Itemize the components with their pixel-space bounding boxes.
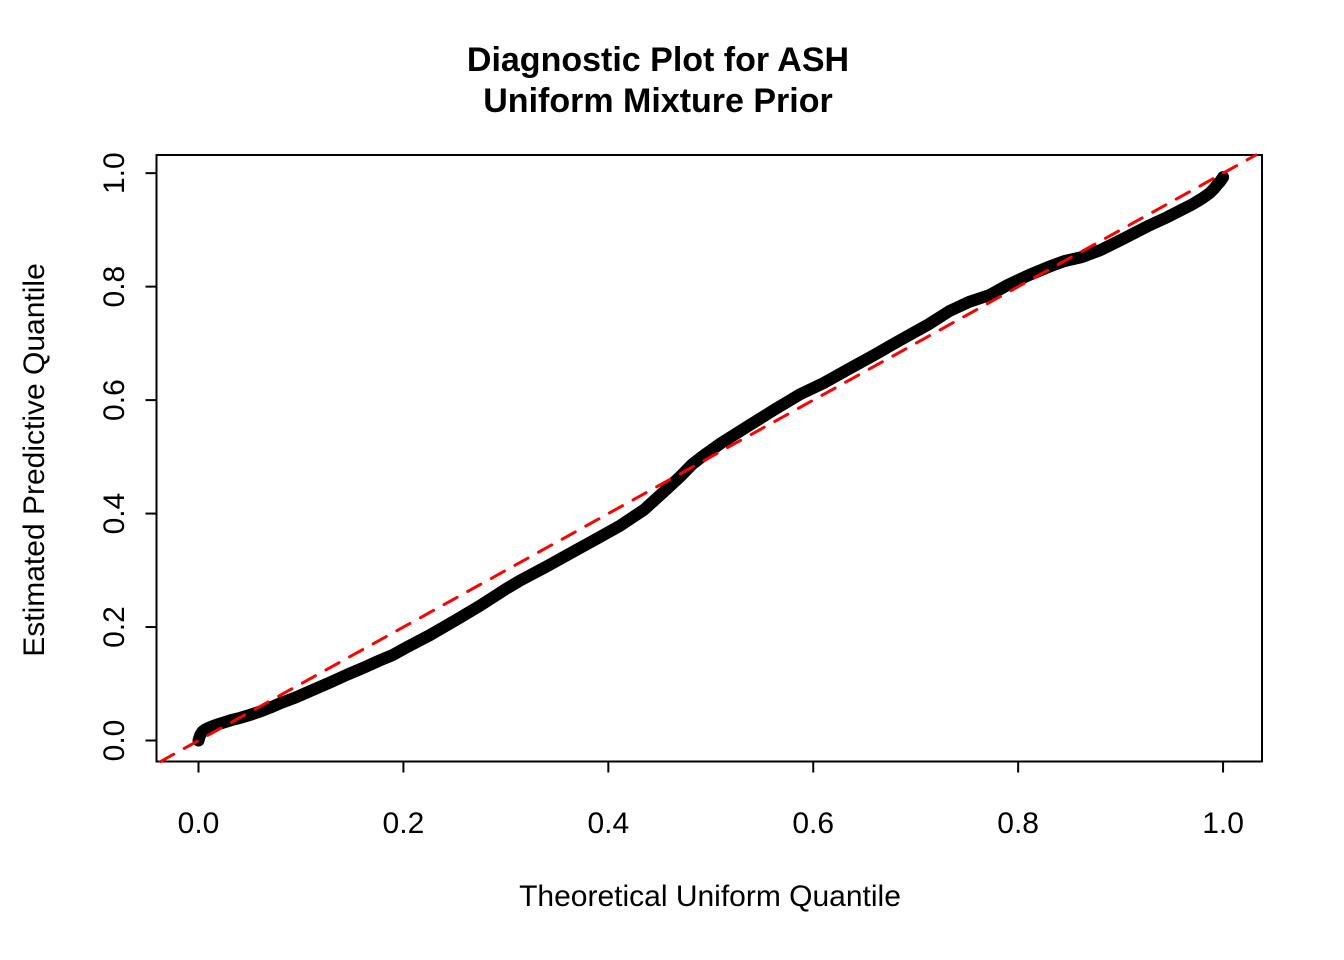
y-axis-label: Estimated Predictive Quantile — [18, 263, 51, 657]
x-tick-label: 0.0 — [178, 807, 220, 840]
y-tick-label: 0.6 — [98, 379, 131, 421]
estimated-predictive-quantile-curve-line — [192, 171, 1230, 747]
x-tick-label: 0.4 — [587, 807, 629, 840]
x-tick-label: 0.6 — [792, 807, 834, 840]
x-tick-label: 0.8 — [997, 807, 1039, 840]
y-tick-label: 0.0 — [98, 720, 131, 762]
y-tick-label: 0.8 — [98, 266, 131, 308]
plot-title-line2: Uniform Mixture Prior — [483, 82, 832, 120]
y-tick-label: 1.0 — [98, 152, 131, 194]
plot-border-box — [155, 154, 1263, 763]
x-tick-label: 1.0 — [1202, 807, 1244, 840]
x-tick-label: 0.2 — [383, 807, 425, 840]
reference-diagonal-line — [159, 153, 1258, 763]
x-axis-label: Theoretical Uniform Quantile — [519, 880, 901, 913]
plot-title-line1: Diagnostic Plot for ASH — [467, 41, 849, 79]
y-tick-label: 0.4 — [98, 493, 131, 535]
y-tick-label: 0.2 — [98, 606, 131, 648]
